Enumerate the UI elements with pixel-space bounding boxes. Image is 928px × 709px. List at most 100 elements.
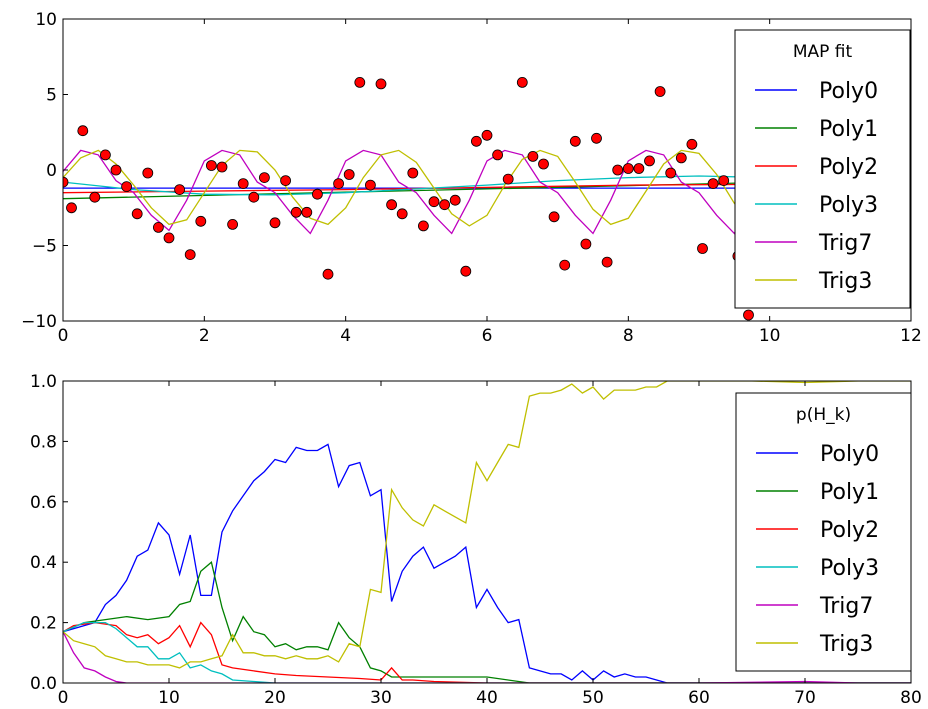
data-point — [516, 77, 528, 88]
data-point — [527, 150, 539, 162]
data-point — [644, 155, 655, 167]
x-tick-label: 70 — [794, 688, 816, 708]
data-point — [481, 129, 493, 141]
data-point — [258, 172, 270, 184]
y-tick-label: 5 — [46, 86, 57, 106]
data-point — [163, 232, 175, 244]
data-point — [174, 184, 186, 196]
data-point — [110, 164, 122, 176]
data-point — [569, 135, 581, 147]
x-tick-label: 0 — [58, 688, 69, 708]
y-tick-label: 0.4 — [30, 553, 57, 573]
data-point — [622, 163, 634, 174]
x-tick-label: 80 — [900, 688, 922, 708]
data-point — [591, 132, 602, 144]
data-point — [502, 173, 514, 185]
data-point — [100, 149, 111, 161]
legend-label-poly0: Poly0 — [819, 79, 878, 104]
data-point — [364, 179, 376, 191]
data-point — [743, 309, 754, 321]
y-tick-label: 0 — [46, 161, 57, 181]
legend-box — [734, 29, 911, 309]
data-point — [290, 206, 302, 218]
y-tick-label: −5 — [32, 237, 57, 257]
legend: p(H_k) Poly0 Poly1 Poly2 Poly3 Trig7 Trig3 — [735, 392, 912, 672]
legend-label-trig7: Trig7 — [819, 594, 873, 619]
data-point — [548, 211, 560, 223]
series-line-trig3 — [63, 381, 911, 669]
series-line-poly2 — [63, 621, 911, 683]
series-line-trig7 — [63, 631, 911, 683]
y-tick-label: 0.2 — [30, 614, 57, 634]
data-point — [601, 256, 613, 268]
x-tick-label: 6 — [482, 326, 493, 346]
data-point — [428, 196, 440, 208]
data-point — [131, 208, 143, 220]
legend-label-poly1: Poly1 — [820, 480, 879, 505]
x-tick-label: 30 — [370, 688, 392, 708]
y-tick-label: 1.0 — [30, 372, 57, 392]
x-tick-label: 12 — [900, 326, 922, 346]
x-tick-label: 2 — [199, 326, 210, 346]
x-tick-label: 20 — [264, 688, 286, 708]
data-point — [121, 181, 132, 193]
x-tick-label: 8 — [623, 326, 634, 346]
data-point — [205, 160, 217, 171]
data-point — [269, 217, 281, 229]
data-point — [89, 191, 101, 203]
legend-label-poly0: Poly0 — [820, 442, 879, 467]
x-tick-label: 10 — [158, 688, 180, 708]
data-point — [301, 206, 313, 218]
x-tick-label: 0 — [58, 326, 69, 346]
data-point — [559, 259, 571, 271]
data-point — [675, 152, 687, 164]
data-point — [580, 238, 592, 250]
legend-label-trig3: Trig3 — [819, 632, 873, 657]
data-point — [152, 221, 164, 233]
data-point — [237, 178, 249, 190]
top-panel-map-fit: 0 2 4 6 8 10 12 10 5 0 −5 −10 MAP fit Poly0 Poly1 Poly2… — [21, 10, 922, 346]
data-point — [470, 135, 482, 147]
x-tick-label: 40 — [476, 688, 498, 708]
data-point — [665, 167, 677, 179]
legend-label-poly3: Poly3 — [819, 193, 878, 218]
x-tick-label: 4 — [340, 326, 351, 346]
y-tick-label: −10 — [21, 312, 57, 332]
y-tick-label: 0.8 — [30, 432, 57, 452]
data-point — [66, 202, 77, 214]
legend-label-poly2: Poly2 — [820, 518, 879, 543]
data-point — [538, 158, 549, 170]
plot-area — [63, 77, 911, 321]
data-point — [354, 77, 366, 88]
legend-title: p(H_k) — [796, 405, 851, 425]
data-point — [248, 191, 260, 203]
data-point — [396, 208, 408, 220]
y-tick-label: 0.6 — [30, 493, 57, 513]
data-point — [612, 164, 624, 176]
legend-box — [735, 392, 912, 672]
series-line-poly1 — [63, 561, 911, 683]
legend-label-poly1: Poly1 — [819, 117, 878, 142]
legend-label-trig3: Trig3 — [818, 269, 872, 294]
legend-label-trig7: Trig7 — [818, 231, 872, 256]
data-point — [333, 178, 345, 190]
legend-label-poly3: Poly3 — [820, 556, 879, 581]
data-point — [322, 268, 334, 280]
data-point — [386, 199, 398, 211]
data-point — [63, 176, 69, 188]
data-point — [216, 161, 228, 173]
x-tick-label: 50 — [582, 688, 604, 708]
data-point — [686, 138, 698, 150]
data-point — [311, 188, 323, 200]
data-point — [375, 78, 387, 90]
data-point — [195, 215, 207, 227]
data-point — [633, 163, 645, 174]
data-point — [439, 199, 451, 211]
data-point — [449, 194, 461, 206]
data-point — [184, 249, 196, 261]
data-point — [417, 220, 429, 232]
data-point — [654, 86, 666, 97]
legend-title: MAP fit — [793, 42, 853, 62]
data-point — [492, 149, 504, 161]
